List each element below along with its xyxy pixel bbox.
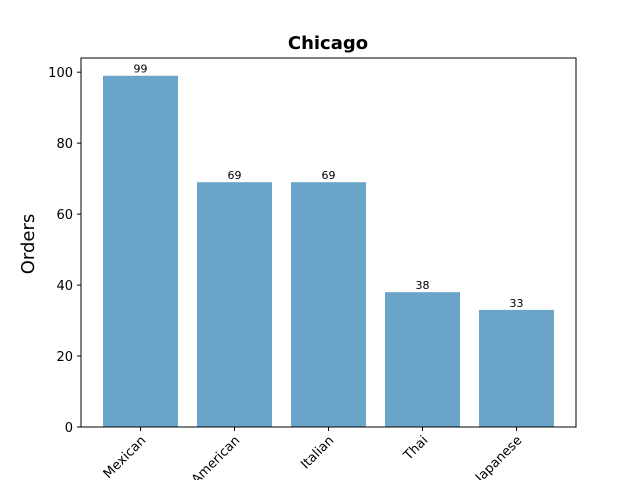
bar — [197, 182, 272, 427]
bar — [479, 309, 554, 427]
bar — [291, 182, 366, 427]
y-tick-label: 40 — [56, 279, 73, 294]
y-axis-label: Orders — [18, 214, 39, 275]
bar — [385, 292, 460, 427]
bar-value-label: 99 — [134, 63, 148, 76]
y-tick-label: 20 — [56, 350, 73, 365]
y-tick-label: 0 — [65, 421, 73, 436]
plot-frame — [80, 57, 577, 428]
x-tick-label: American — [189, 433, 243, 480]
chart-title: Chicago — [288, 33, 368, 54]
bar-value-label: 69 — [228, 169, 242, 182]
bar-value-label: 69 — [322, 169, 336, 182]
bar — [103, 75, 178, 427]
x-tick-label: Thai — [400, 433, 431, 464]
x-tick-label: Mexican — [101, 433, 150, 480]
bar-value-label: 33 — [510, 297, 524, 310]
x-tick-label: Italian — [298, 433, 337, 472]
x-axis: Mexican American Italian Thai Japanese — [101, 427, 525, 484]
bar-value-label: 38 — [416, 279, 430, 292]
y-tick-label: 100 — [48, 66, 73, 81]
y-tick-label: 60 — [56, 208, 73, 223]
x-tick-label: Japanese — [472, 433, 525, 480]
bars-layer: 99 69 69 38 33 — [103, 63, 554, 427]
y-axis: 0 20 40 60 80 100 — [48, 66, 81, 436]
y-tick-label: 80 — [56, 137, 73, 152]
